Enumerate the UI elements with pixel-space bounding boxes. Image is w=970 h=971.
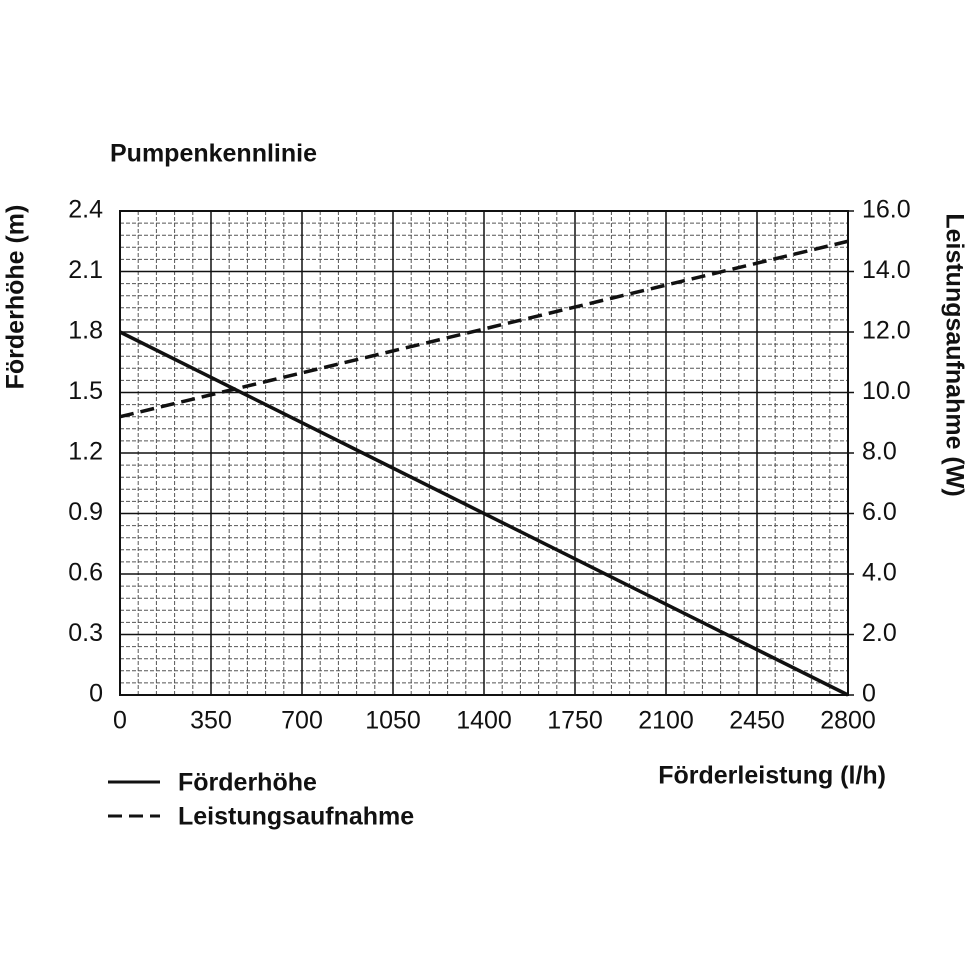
x-tick-label: 2450 <box>729 707 785 735</box>
y2-tick-label: 10.0 <box>862 377 911 405</box>
x-axis-label: Förderleistung (l/h) <box>658 762 886 790</box>
y2-axis-label: Leistungsaufnahme (W) <box>940 213 968 496</box>
x-tick-label: 2800 <box>820 707 876 735</box>
y2-tick-label: 8.0 <box>862 438 897 466</box>
y2-tick-label: 6.0 <box>862 498 897 526</box>
x-tick-label: 0 <box>113 707 127 735</box>
y2-tick-label: 16.0 <box>862 196 911 224</box>
y2-tick-label: 2.0 <box>862 619 897 647</box>
x-tick-label: 2100 <box>638 707 694 735</box>
y-tick-label: 0 <box>89 680 103 708</box>
y2-tick-label: 14.0 <box>862 256 911 284</box>
y-tick-label: 1.5 <box>68 377 103 405</box>
y2-tick-label: 12.0 <box>862 317 911 345</box>
y-tick-label: 1.8 <box>68 317 103 345</box>
y-tick-label: 0.9 <box>68 498 103 526</box>
x-tick-label: 350 <box>190 707 232 735</box>
x-tick-label: 700 <box>281 707 323 735</box>
y-tick-label: 0.6 <box>68 559 103 587</box>
legend-label: Förderhöhe <box>178 769 317 797</box>
y-tick-label: 2.1 <box>68 256 103 284</box>
x-tick-label: 1050 <box>365 707 421 735</box>
y-tick-label: 1.2 <box>68 438 103 466</box>
y2-tick-label: 4.0 <box>862 559 897 587</box>
chart-title: Pumpenkennlinie <box>110 140 317 168</box>
x-tick-label: 1400 <box>456 707 512 735</box>
series-line <box>119 330 849 697</box>
x-tick-label: 1750 <box>547 707 603 735</box>
plot-frame <box>119 210 849 696</box>
y-axis-label: Förderhöhe (m) <box>2 205 30 390</box>
y-tick-label: 2.4 <box>68 196 103 224</box>
y-tick-label: 0.3 <box>68 619 103 647</box>
y2-tick-label: 0 <box>862 680 876 708</box>
legend-label: Leistungsaufnahme <box>178 803 414 831</box>
